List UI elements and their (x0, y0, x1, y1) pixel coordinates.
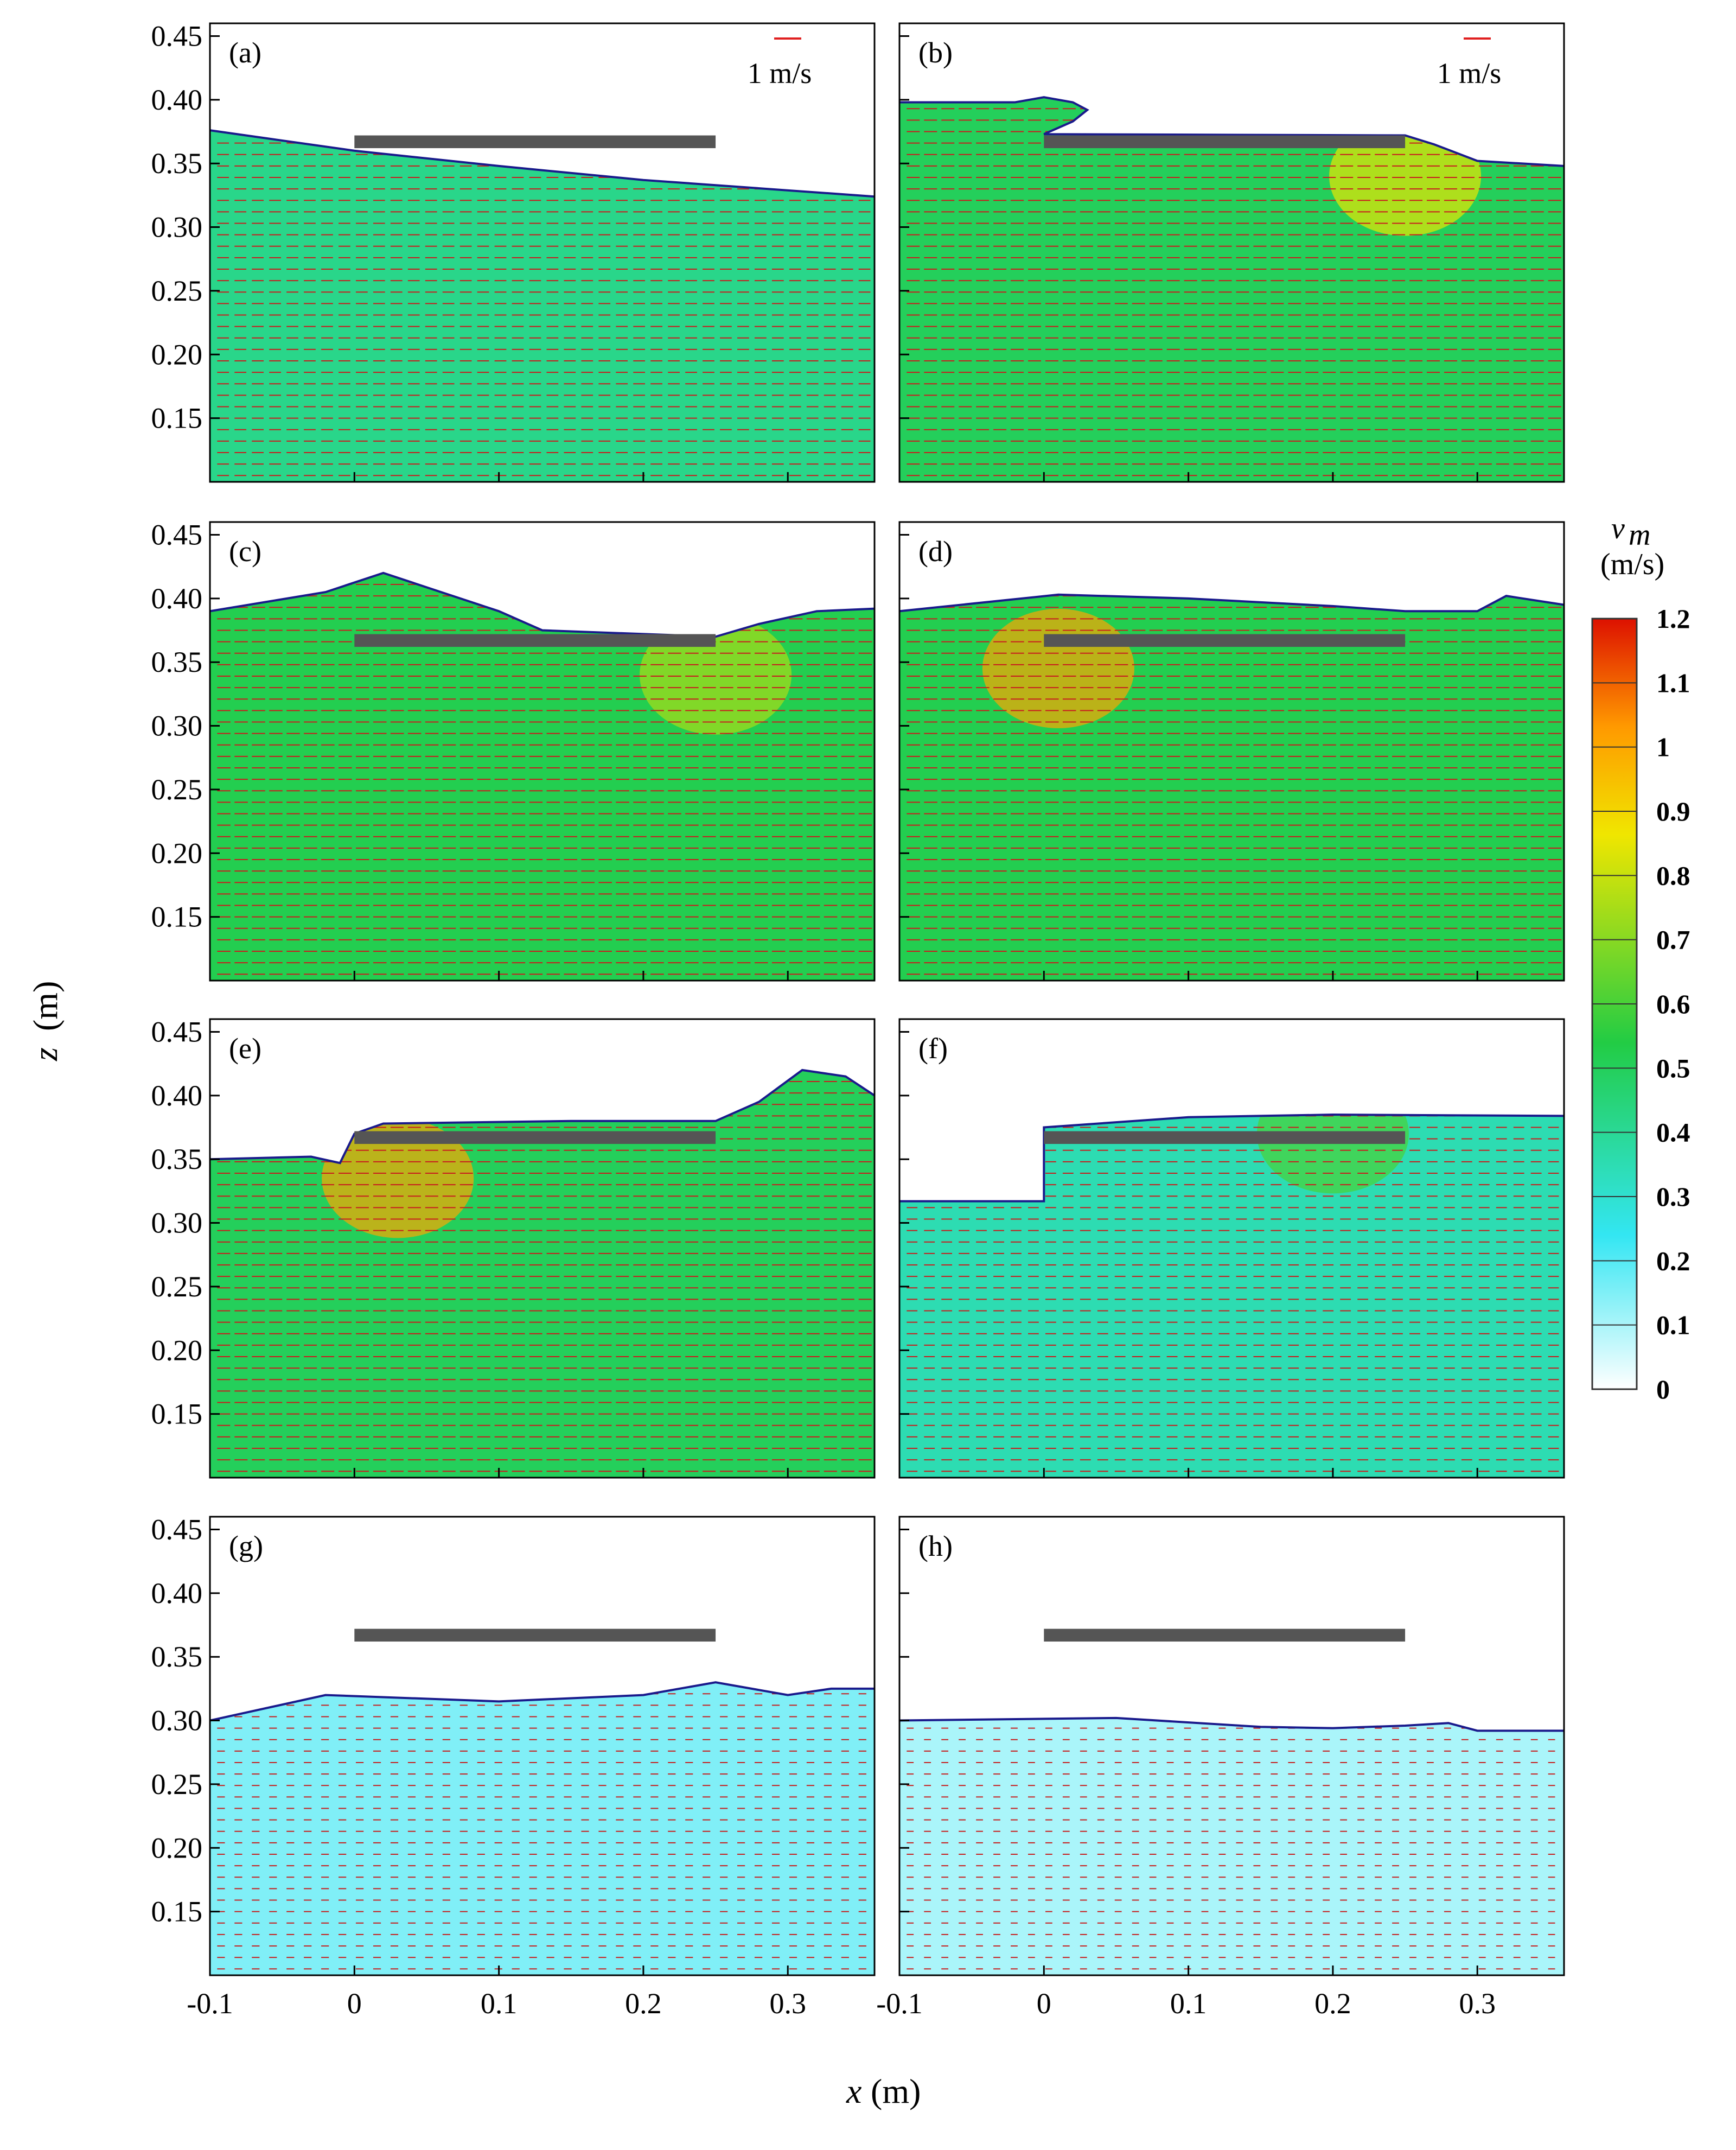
y-tick-label: 0.20 (151, 338, 203, 371)
panel-label: (a) (229, 36, 261, 69)
y-tick-label: 0.15 (151, 402, 203, 435)
y-tick-label: 0.45 (151, 518, 203, 551)
reference-label: 1 m/s (748, 57, 812, 90)
y-tick-label: 0.25 (151, 773, 203, 806)
y-tick-label: 0.45 (151, 20, 203, 52)
panel-frame (898, 22, 1565, 483)
air-region (899, 23, 1564, 166)
panel-label: (c) (229, 535, 261, 568)
air-region (210, 522, 875, 637)
deck-plate (1044, 135, 1406, 149)
y-tick-label: 0.20 (151, 837, 203, 869)
free-surface-line (899, 96, 1564, 167)
panel-a: 0.15 0.20 0.25 0.30 0.35 0.40 0.45 (a) 1 m/s (151, 20, 876, 483)
y-tick-label: 0.30 (151, 710, 203, 742)
panel-inner (899, 522, 1564, 981)
y-tick-label: 0.15 (151, 901, 203, 933)
panel-label: (b) (918, 36, 953, 69)
panel-b: 0.150.200.250.300.350.400.45(b)1 m/s (898, 22, 1565, 483)
free-surface-line (210, 571, 875, 638)
free-surface-line (210, 129, 875, 198)
y-tick-label: 0.40 (151, 582, 203, 615)
y-tick-label: 0.35 (151, 646, 203, 678)
air-region (210, 23, 875, 197)
y-tick-label: 0.30 (151, 211, 203, 244)
panels-layer: 0.150.200.250.300.350.400.45(a)1 m/s0.15… (151, 20, 1565, 2020)
reference-label: 1 m/s (1437, 57, 1502, 90)
deck-plate (354, 634, 716, 647)
panel-inner (210, 522, 875, 981)
panel-frame (209, 521, 876, 982)
panel-inner (210, 23, 875, 482)
water-fill (210, 130, 875, 482)
y-tick-label: 0.40 (151, 84, 203, 116)
y-tick-label: 0.35 (151, 147, 203, 180)
y-tick-label: 0.25 (151, 275, 203, 307)
deck-plate (354, 135, 716, 149)
panel-frame (209, 22, 876, 483)
panel-d: 0.150.200.250.300.350.400.45(d) (898, 521, 1565, 982)
panel-inner (899, 23, 1564, 482)
panel-c: 0.15 0.20 0.25 0.30 0.35 0.40 0.45 (c) (151, 518, 876, 982)
